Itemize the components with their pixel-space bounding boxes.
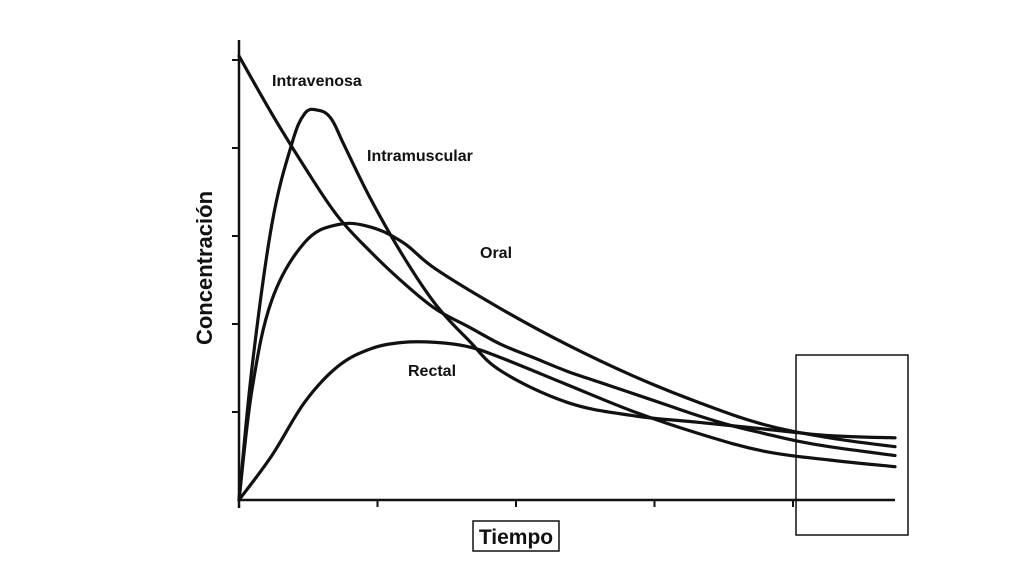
series-label-rectal: Rectal [408, 363, 456, 380]
zoom-box [795, 354, 909, 536]
series-label-oral: Oral [480, 245, 512, 262]
series-label-intramuscular: Intramuscular [367, 148, 473, 165]
x-ticks [376, 500, 794, 507]
x-axis-label-box [472, 520, 560, 552]
series-label-intravenosa: Intravenosa [272, 73, 362, 90]
series-labels: Intravenosa Intramuscular Oral Rectal [272, 73, 512, 380]
series-line-intramuscular [237, 107, 897, 502]
y-axis-label: Concentración [192, 191, 217, 345]
series-line-oral [237, 221, 897, 502]
series-line-rectal [237, 340, 897, 502]
series-lines [237, 54, 897, 502]
y-ticks [232, 59, 239, 413]
axes [232, 40, 895, 508]
x-axis-label: Tiempo [479, 526, 553, 549]
